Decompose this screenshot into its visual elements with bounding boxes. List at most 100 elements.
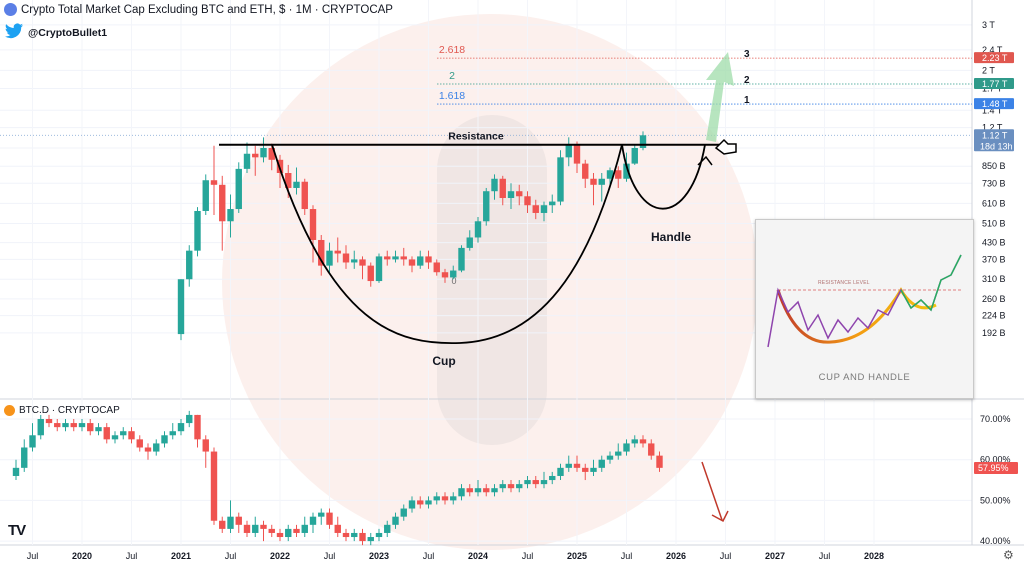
candle-body [169, 431, 176, 436]
candle-body [623, 163, 630, 179]
y-tick-label: 192 B [982, 328, 1006, 338]
candle-body [243, 524, 251, 533]
candle-body [12, 467, 20, 476]
projection-arrow [706, 52, 734, 142]
candle-body [524, 196, 531, 206]
x-tick-label: 2025 [567, 551, 587, 561]
candle-body [507, 484, 515, 489]
candle-body [21, 447, 28, 468]
time-axis[interactable]: Jul 2020 Jul 2021 Jul 2022 Jul 2023 Jul 2024 Jul 20… [27, 551, 884, 561]
y-tick-label: 60.00% [980, 455, 1011, 465]
candle-body [573, 463, 581, 468]
candle-body [334, 524, 341, 533]
candle-body [318, 512, 325, 517]
handle-arrow-head [697, 155, 713, 166]
candle-body [186, 250, 193, 280]
price-label: 2.23 T [982, 53, 1008, 63]
candle-body [78, 423, 86, 428]
candle-body [194, 414, 201, 440]
candle-body [309, 209, 317, 240]
candle-body [507, 191, 515, 199]
candle-body [359, 259, 366, 266]
price-label-bg [974, 98, 1014, 110]
candle-body [656, 455, 663, 468]
candle-body [639, 135, 647, 148]
price-label-bg [974, 78, 1014, 90]
candle-body [219, 184, 226, 222]
candle-body [227, 516, 234, 529]
x-tick-label: 2026 [666, 551, 686, 561]
pattern-drawings [219, 52, 737, 523]
candle-body [326, 512, 333, 525]
twitter-bird-icon [4, 23, 24, 42]
fib-target-label: 3 [744, 49, 750, 60]
candle-body [631, 148, 638, 164]
upper-candles [177, 131, 647, 341]
candle-body [474, 221, 482, 238]
candle-body [639, 439, 647, 444]
price-label-timer: 18d 13h [980, 141, 1013, 151]
candle-body [590, 178, 597, 185]
candle-body [37, 419, 44, 436]
x-tick-label: Jul [819, 551, 831, 561]
candle-body [177, 279, 185, 335]
gear-icon[interactable]: ⚙ [1003, 548, 1014, 562]
x-tick-label: Jul [621, 551, 633, 561]
x-tick-label: Jul [126, 551, 138, 561]
candle-body [342, 532, 350, 538]
candle-body [29, 435, 36, 448]
x-tick-label: 2022 [270, 551, 290, 561]
x-tick-label: 2027 [765, 551, 785, 561]
candle-body [252, 153, 259, 158]
annotation-label: Handle [651, 230, 691, 244]
candle-body [549, 475, 556, 481]
price-label: 1.12 T [982, 130, 1008, 140]
candle-body [557, 157, 564, 202]
candle-body [417, 256, 424, 266]
cup-curve [271, 144, 623, 345]
y-tick-label: 50.00% [980, 495, 1011, 505]
y-tick-label: 730 B [982, 178, 1006, 188]
inset-caption: CUP AND HANDLE [818, 372, 911, 383]
candle-body [243, 153, 251, 169]
candle-body [483, 191, 490, 222]
candle-body [474, 488, 482, 493]
chart-title: Crypto Total Market Cap Excluding BTC an… [21, 3, 393, 16]
candle-body [433, 496, 440, 501]
candle-body [598, 178, 605, 185]
candle-body [450, 496, 457, 501]
x-tick-label: Jul [324, 551, 336, 561]
price-label: 1.48 T [982, 99, 1008, 109]
candle-body [268, 528, 275, 533]
candle-body [235, 516, 242, 525]
candle-body [375, 256, 383, 282]
candle-body [466, 488, 473, 493]
y-tick-label: 2.4 T [982, 45, 1003, 55]
candle-body [598, 459, 605, 468]
x-tick-label: Jul [225, 551, 237, 561]
candle-body [606, 170, 614, 179]
candle-body [532, 480, 539, 485]
candle-body [186, 414, 193, 424]
lower-candles [12, 410, 663, 546]
y-tick-label: 3 T [982, 20, 995, 30]
fib-lines: 2.618 3 2 2 1.618 1 0 [0, 44, 972, 286]
y-tick-label: 2 T [982, 65, 995, 75]
candle-body [120, 431, 127, 436]
candle-body [408, 259, 416, 266]
cup-and-handle-diagram: RESISTANCE LEVEL CUP AND HANDLE [755, 219, 974, 399]
candle-body [62, 423, 69, 428]
annotation-label: Resistance [448, 131, 504, 143]
x-tick-label: Jul [522, 551, 534, 561]
tradingview-logo[interactable]: TV [8, 522, 26, 539]
candle-body [375, 532, 383, 538]
candle-body [276, 532, 284, 538]
price-label: 1.77 T [982, 79, 1008, 89]
candle-body [210, 451, 218, 521]
fib-label: 1.618 [439, 90, 465, 102]
candle-body [351, 532, 358, 538]
chart-labels: Resistance Cup Handle [432, 131, 691, 368]
candle-body [540, 205, 548, 213]
candle-body [128, 431, 135, 440]
